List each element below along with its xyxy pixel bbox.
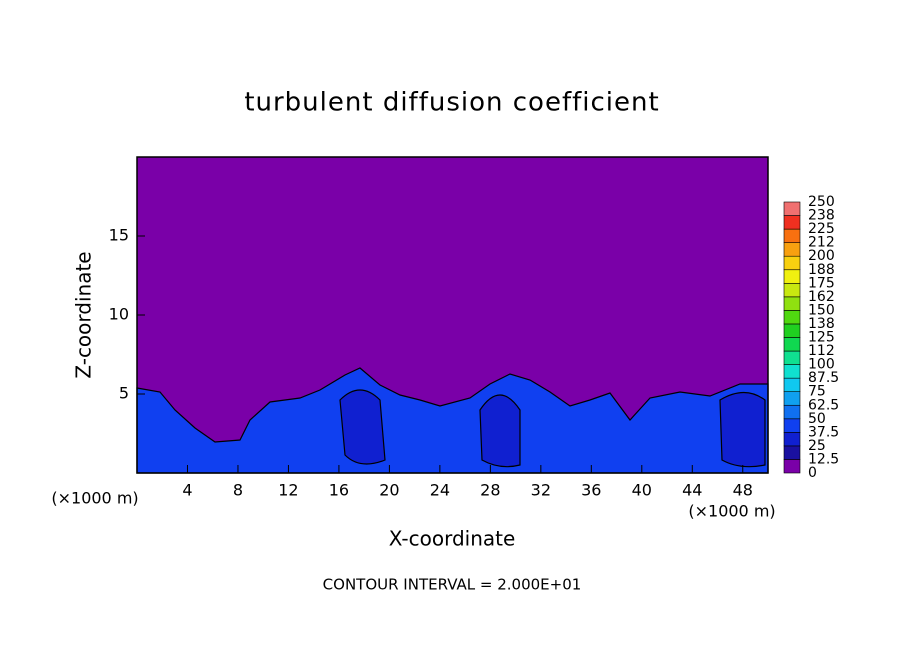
colorbar-band bbox=[783, 323, 801, 338]
plot-area bbox=[136, 156, 769, 474]
colorbar-label: 225 bbox=[808, 221, 835, 237]
x-tick-label: 24 bbox=[430, 481, 450, 500]
colorbar-band bbox=[783, 296, 801, 311]
colorbar-band bbox=[783, 201, 801, 216]
colorbar-label: 150 bbox=[808, 302, 835, 318]
colorbar-label: 238 bbox=[808, 208, 835, 224]
turbulence-core bbox=[339, 389, 766, 468]
colorbar-band bbox=[783, 269, 801, 284]
colorbar-label: 188 bbox=[808, 262, 835, 278]
colorbar-band bbox=[783, 404, 801, 420]
x-tick-label: 8 bbox=[233, 481, 243, 500]
x-tick-label: 36 bbox=[581, 481, 601, 500]
colorbar-label: 112 bbox=[808, 343, 835, 359]
x-tick-label: 44 bbox=[682, 481, 702, 500]
y-tick-label: 15 bbox=[109, 226, 129, 245]
colorbar-label: 138 bbox=[808, 316, 835, 332]
colorbar-band bbox=[783, 255, 801, 271]
x-tick-label: 48 bbox=[733, 481, 753, 500]
x-tick-label: 12 bbox=[278, 481, 298, 500]
colorbar-band bbox=[783, 215, 801, 230]
y-tick-label: 5 bbox=[119, 384, 129, 403]
y-tick-label: 10 bbox=[109, 305, 129, 324]
colorbar-label: 12.5 bbox=[808, 451, 839, 467]
colorbar-label: 50 bbox=[808, 411, 826, 427]
colorbar-label: 25 bbox=[808, 438, 826, 454]
colorbar-band bbox=[783, 350, 801, 365]
x-tick-label: 32 bbox=[531, 481, 551, 500]
colorbar-band bbox=[783, 364, 801, 379]
x-unit: (×1000 m) bbox=[688, 502, 775, 521]
colorbar-band bbox=[783, 228, 801, 243]
colorbar-label: 62.5 bbox=[808, 397, 839, 413]
colorbar-label: 212 bbox=[808, 235, 835, 251]
colorbar-label: 100 bbox=[808, 357, 835, 373]
colorbar-label: 175 bbox=[808, 275, 835, 291]
colorbar-label: 162 bbox=[808, 289, 835, 305]
y-axis-label: Z-coordinate bbox=[72, 251, 96, 378]
chart-title: turbulent diffusion coefficient bbox=[244, 88, 659, 118]
colorbar-label: 75 bbox=[808, 384, 826, 400]
colorbar-label: 0 bbox=[808, 465, 817, 481]
x-tick-label: 40 bbox=[632, 481, 652, 500]
colorbar-label: 200 bbox=[808, 248, 835, 264]
colorbar-band bbox=[783, 337, 801, 352]
y-unit: (×1000 m) bbox=[51, 489, 138, 508]
colorbar-band bbox=[783, 377, 801, 392]
colorbar-label: 87.5 bbox=[808, 370, 839, 386]
colorbar-band bbox=[783, 242, 801, 257]
colorbar-band bbox=[783, 310, 801, 325]
colorbar-label: 250 bbox=[808, 194, 835, 210]
colorbar-band bbox=[783, 445, 801, 460]
colorbar-band bbox=[783, 418, 801, 433]
colorbar-band bbox=[783, 391, 801, 406]
footer: CONTOUR INTERVAL = 2.000E+01 bbox=[323, 576, 582, 594]
colorbar-band bbox=[783, 282, 801, 298]
colorbar-label: 125 bbox=[808, 330, 835, 346]
colorbar-band bbox=[783, 432, 801, 447]
x-tick-label: 28 bbox=[480, 481, 500, 500]
colorbar-label: 37.5 bbox=[808, 424, 839, 440]
x-tick-label: 20 bbox=[379, 481, 399, 500]
turbulence-region bbox=[136, 367, 769, 474]
colorbar-band bbox=[783, 459, 801, 474]
x-tick-label: 4 bbox=[182, 481, 192, 500]
x-tick-label: 16 bbox=[329, 481, 349, 500]
x-axis-label: X-coordinate bbox=[389, 527, 516, 551]
